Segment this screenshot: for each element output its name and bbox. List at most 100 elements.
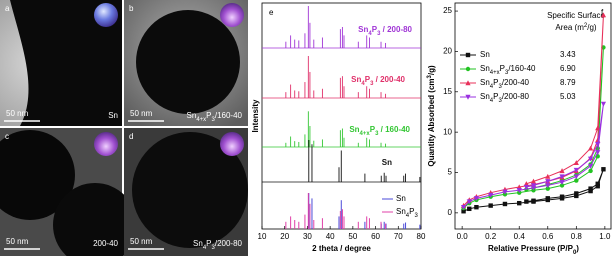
x-tick-label: 30 [303, 232, 312, 241]
text-part: Relative Pressure (P/P [488, 244, 574, 253]
legend-label: Sn [480, 50, 490, 59]
legend-label: Sn4+xP3/160-40 [480, 64, 536, 75]
marker [502, 201, 508, 207]
image-label: Sn [108, 111, 118, 120]
marker [559, 183, 565, 188]
y-tick-label: 20 [443, 47, 452, 56]
text-part: 2 [584, 23, 588, 29]
x-tick-label: 1.0 [599, 232, 611, 241]
scale-label: 50 nm [6, 109, 29, 118]
marker [517, 200, 522, 206]
text-part: Sn [480, 78, 490, 87]
marker [516, 184, 522, 190]
y-tick-label: 10 [443, 127, 452, 136]
text-part: 3 [370, 81, 374, 87]
text-part: 3 [427, 74, 433, 78]
marker [531, 198, 536, 203]
marker [530, 183, 537, 189]
area-header: Specific Surface [547, 11, 605, 20]
text-part: 3 [212, 245, 216, 251]
text-part: /200-40 [502, 78, 530, 87]
y-axis-label: Intensity [251, 99, 260, 132]
marker [545, 173, 551, 179]
panel-letter: f [601, 8, 604, 17]
text-part: /160-40 [508, 64, 536, 73]
y-tick-label: 15 [443, 87, 452, 96]
marker [473, 196, 480, 202]
text-part: Sn [480, 64, 490, 73]
x-tick-label: 60 [371, 232, 380, 241]
marker [530, 178, 537, 184]
x-axis-label: 2 theta / degree [312, 244, 371, 253]
marker [461, 209, 466, 214]
series-line [463, 47, 604, 209]
x-tick-label: 50 [348, 232, 357, 241]
scale-label: 50 nm [130, 109, 153, 118]
marker [574, 178, 579, 183]
particle [0, 130, 75, 220]
marker [559, 174, 565, 180]
marker [601, 167, 606, 172]
marker [559, 179, 565, 185]
particle [53, 183, 137, 261]
model-icon [220, 3, 244, 27]
y-tick-label: 25 [443, 6, 452, 15]
panel-letter: a [5, 4, 10, 13]
text-part: ) [576, 244, 579, 253]
text-part: Sn [351, 75, 361, 84]
surface-area: 3.43 [560, 50, 576, 59]
x-tick-label: 0.0 [457, 232, 469, 241]
text-part: Sn [108, 111, 118, 120]
marker [595, 142, 601, 147]
marker [588, 168, 593, 174]
text-part: /160-40 [215, 111, 243, 120]
area-header: Area (m2/g) [555, 23, 596, 33]
series-line [463, 169, 604, 212]
scale-label: 50 nm [6, 237, 29, 246]
surface-area: 5.03 [560, 92, 576, 101]
image-label: 200-40 [93, 239, 118, 248]
marker [460, 205, 467, 210]
marker [465, 80, 471, 86]
text-part: P [206, 111, 211, 120]
legend-label: Sn [396, 194, 406, 203]
marker [587, 163, 594, 169]
text-part: Sn [358, 25, 368, 34]
marker [465, 66, 471, 72]
text-part: Sn [382, 158, 392, 167]
tem-panels [0, 0, 248, 261]
series-label: Sn4P3 / 200-80 [358, 25, 412, 36]
text-part: Sn [480, 92, 490, 101]
text-part: Area (m [555, 23, 584, 32]
panel-letter: b [129, 4, 134, 13]
marker [545, 183, 551, 189]
marker [465, 52, 471, 58]
text-part: 4+x [490, 70, 500, 76]
marker [600, 12, 607, 18]
text-part: /200-80 [502, 92, 530, 101]
text-part: /g) [427, 65, 436, 75]
marker [588, 188, 593, 194]
text-part: /200-80 [215, 239, 243, 248]
marker [516, 188, 522, 193]
text-part: P [370, 125, 376, 134]
surface-area: 6.90 [560, 64, 576, 73]
marker [524, 199, 529, 204]
y-tick-label: 5 [448, 168, 453, 177]
text-part: 200-40 [93, 239, 118, 248]
marker [466, 199, 472, 205]
text-part: / 200-80 [380, 25, 412, 34]
marker [587, 145, 594, 151]
text-part: /g) [587, 23, 597, 32]
legend-label: Sn4P3/200-40 [480, 78, 530, 89]
particle [132, 132, 248, 248]
text-part: 0 [573, 250, 577, 256]
y-tick-label: 0 [448, 208, 453, 217]
marker [523, 184, 529, 190]
panel-letter: e [269, 8, 274, 17]
particle [10, 0, 122, 126]
marker [559, 194, 565, 199]
marker [573, 174, 579, 180]
marker [587, 156, 594, 162]
text-part: 3 [377, 31, 381, 37]
